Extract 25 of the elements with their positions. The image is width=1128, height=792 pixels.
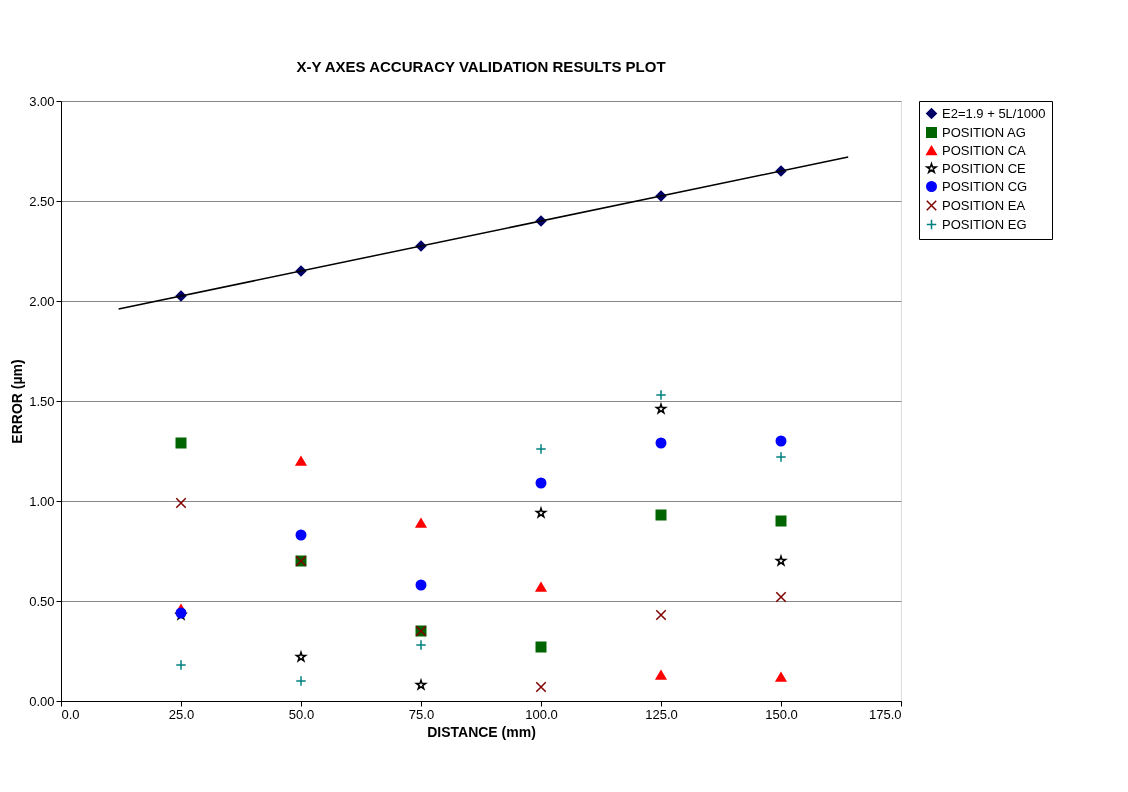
y-tick-label: 0.50 [29,593,55,609]
x-tick-label: 125.0 [645,706,678,722]
y-tick-label: 1.50 [29,393,55,409]
y-tick-label: 0.00 [29,693,55,709]
x-tick-label: 150.0 [765,706,798,722]
x-axis-title: DISTANCE (mm) [427,723,536,740]
y-tick-label: 1.00 [29,493,55,509]
legend-label: POSITION CA [942,142,1027,158]
y-tick-label: 2.00 [29,293,55,309]
x-tick-label: 25.0 [168,706,195,722]
y-axis-title: ERROR (µm) [9,359,26,444]
y-tick-label: 3.00 [29,93,55,109]
legend-label: POSITION EG [942,216,1027,232]
legend-label: POSITION EA [942,197,1026,213]
x-tick-label: 0.0 [61,706,80,722]
x-tick-label: 50.0 [288,706,315,722]
y-tick-label: 2.50 [29,193,55,209]
legend-label: POSITION CG [942,178,1028,194]
x-tick-label: 100.0 [525,706,558,722]
legend-label: POSITION AG [942,124,1026,140]
x-tick-label: 175.0 [868,706,902,722]
legend-label: POSITION CE [942,160,1027,176]
legend-label: E2=1.9 + 5L/1000 [942,105,1046,121]
x-tick-label: 75.0 [408,706,435,722]
chart-title: X-Y AXES ACCURACY VALIDATION RESULTS PLOT [296,58,666,75]
